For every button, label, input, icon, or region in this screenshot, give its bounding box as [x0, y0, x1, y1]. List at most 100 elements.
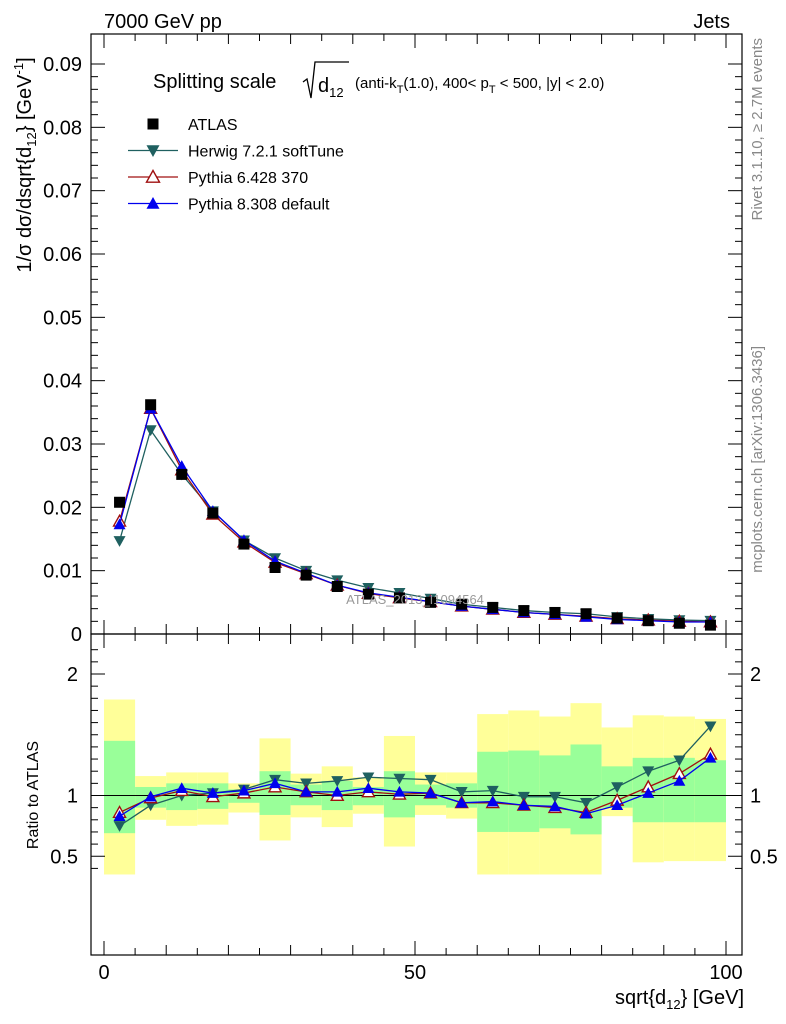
data-point-triangle-up [113, 518, 126, 530]
axes-frames [90, 33, 743, 956]
legend-label: Herwig 7.2.1 softTune [188, 144, 344, 161]
data-point-triangle-up [269, 777, 282, 789]
data-point-triangle-down [331, 776, 344, 787]
ratio-y-tick-label: 2 [750, 664, 761, 686]
legend-label: Pythia 8.308 default [188, 197, 330, 214]
mcplots-label: mcplots.cern.ch [arXiv:1306.3436] [749, 346, 766, 573]
data-series [112, 399, 718, 832]
data-point-triangle-down [393, 773, 406, 785]
data-point-triangle-up [486, 795, 499, 807]
data-point-square [549, 606, 561, 618]
data-point-triangle-up [704, 751, 717, 763]
inner-band-bin [694, 760, 726, 823]
sqrt-symbol-icon [302, 61, 349, 99]
ratio-uncertainty-bands [104, 699, 726, 875]
ratio-y-axis-label: Ratio to ATLAS [25, 741, 42, 849]
data-point-triangle-down [704, 721, 717, 733]
main-y-tick-label: 0.07 [43, 181, 82, 203]
main-y-tick-label: 0.04 [43, 371, 82, 393]
data-point-triangle-up [517, 799, 530, 811]
data-point-triangle-up [237, 784, 250, 796]
data-point-square [642, 615, 654, 627]
data-point-triangle-open [145, 169, 161, 183]
main-y-tick-label: 0.01 [43, 561, 82, 583]
data-point-square [611, 612, 623, 624]
data-point-triangle-up [331, 785, 344, 797]
data-point-triangle-up [642, 787, 655, 798]
data-point-triangle-down [486, 785, 499, 797]
data-point-square [269, 562, 281, 573]
data-point-square [114, 496, 126, 508]
data-point-square [456, 598, 468, 610]
data-point-square [518, 605, 530, 617]
ratio-series-pythia-8-308-default [113, 751, 717, 821]
main-series-atlas [114, 399, 716, 631]
ratio-y-tick-label: 1 [750, 786, 761, 808]
data-point-triangle-down [580, 797, 593, 809]
data-point-triangle-down [113, 536, 126, 547]
data-point-triangle-up [362, 782, 375, 794]
chart-title: Splitting scale d12 (anti-kT(1.0), 400< … [153, 61, 604, 100]
data-point-triangle-down [144, 425, 157, 437]
data-point-square [362, 588, 374, 600]
inner-band-bin [539, 755, 571, 829]
ratio-y-tick-label: 0.5 [50, 846, 78, 868]
data-point-square [176, 468, 188, 480]
data-point-square [300, 569, 312, 581]
data-point-square [580, 608, 592, 620]
data-point-triangle-up [424, 787, 437, 798]
legend-label: ATLAS [188, 117, 238, 134]
data-point-triangle-down [113, 821, 126, 832]
data-point-square [393, 592, 405, 604]
data-point-square [147, 118, 159, 130]
data-point-triangle-up [300, 785, 313, 797]
legend-item: ATLAS [147, 117, 238, 134]
main-y-tick-label: 0.05 [43, 307, 82, 329]
main-y-tick-label: 0 [71, 624, 82, 646]
axis-tick-labels: 0 0.01 0.02 0.03 0.04 0.05 0.06 0.07 0.08 0.09 0 50… [43, 54, 778, 984]
legend-item: Pythia 8.308 default [128, 197, 330, 214]
data-point-triangle-down [611, 782, 624, 793]
axis-ticks [91, 34, 742, 955]
data-point-triangle-down [146, 145, 160, 157]
ratio-plot-frame [90, 633, 743, 956]
data-point-triangle-down [424, 774, 437, 786]
main-y-tick-label: 0.06 [43, 244, 82, 266]
data-point-triangle-down [455, 787, 468, 798]
data-point-triangle-down [362, 772, 375, 784]
data-point-square [704, 619, 716, 631]
data-point-triangle-up [611, 799, 624, 811]
x-tick-label: 0 [98, 962, 109, 984]
legend-item: Herwig 7.2.1 softTune [128, 144, 344, 161]
data-point-triangle-up [580, 807, 593, 819]
inner-band-bin [570, 744, 602, 835]
data-point-square [425, 596, 437, 608]
legend-item: Pythia 6.428 370 [128, 169, 308, 187]
main-y-tick-label: 0.03 [43, 434, 82, 456]
title-detail: (anti-kT(1.0), 400< pT < 500, |y| < 2.0) [355, 75, 604, 96]
analysis-watermark: ATLAS_2013_I1094564 [346, 592, 484, 607]
main-y-tick-label: 0.08 [43, 117, 82, 139]
data-point-triangle-down [642, 766, 655, 778]
data-point-square [487, 601, 499, 613]
data-point-triangle-up [548, 800, 561, 812]
data-point-square [331, 581, 343, 592]
data-point-square [238, 538, 250, 550]
ratio-y-tick-label: 1 [67, 786, 78, 808]
series-line [119, 757, 711, 817]
data-point-triangle-down [548, 791, 561, 803]
inner-band-bin [508, 750, 540, 832]
x-tick-label: 50 [404, 962, 426, 984]
data-point-square [673, 617, 685, 629]
title-sqrt-operand: d12 [318, 75, 344, 100]
ratio-y-tick-label: 2 [67, 664, 78, 686]
data-point-triangle-up [393, 785, 406, 797]
data-point-square [145, 399, 157, 411]
data-point-triangle-down [517, 791, 530, 803]
data-point-square [207, 507, 219, 519]
data-point-triangle-up [113, 810, 126, 821]
x-tick-label: 100 [709, 962, 742, 984]
ratio-y-tick-label: 0.5 [750, 846, 778, 868]
title-main: Splitting scale [153, 71, 276, 93]
